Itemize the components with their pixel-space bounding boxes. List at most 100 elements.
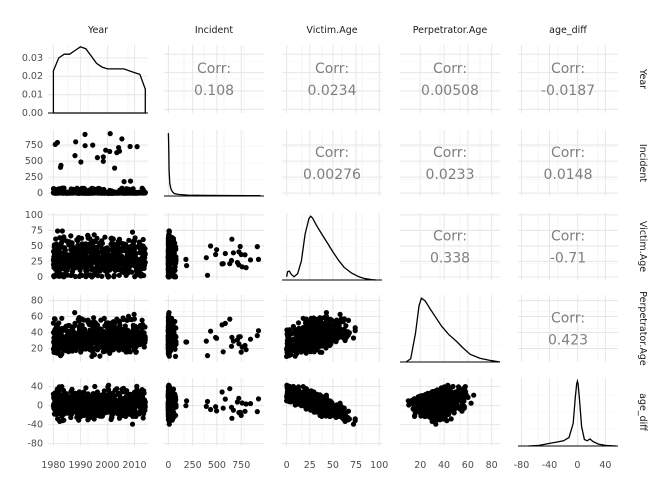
data-point bbox=[131, 311, 137, 317]
data-point bbox=[91, 315, 97, 321]
data-point bbox=[80, 261, 86, 267]
data-point bbox=[56, 320, 62, 326]
data-point bbox=[343, 323, 349, 329]
data-point bbox=[166, 240, 173, 246]
data-point bbox=[325, 323, 331, 329]
data-point bbox=[337, 311, 343, 317]
data-point bbox=[302, 316, 308, 323]
data-point bbox=[127, 143, 133, 150]
data-point bbox=[254, 333, 260, 339]
panel-Incident-age_diff bbox=[518, 130, 618, 196]
data-point bbox=[79, 235, 85, 241]
data-point bbox=[120, 316, 127, 323]
data-point bbox=[108, 235, 114, 242]
data-point bbox=[313, 344, 319, 350]
data-point bbox=[326, 317, 332, 323]
data-point bbox=[133, 268, 139, 274]
data-point bbox=[94, 248, 100, 254]
data-point bbox=[103, 147, 109, 153]
data-point bbox=[172, 257, 179, 263]
data-point bbox=[319, 349, 325, 355]
panel-Year-age_diff bbox=[518, 45, 618, 113]
data-point bbox=[129, 421, 136, 427]
data-point bbox=[141, 344, 147, 350]
data-point bbox=[100, 336, 106, 342]
data-point bbox=[111, 248, 117, 254]
data-point bbox=[126, 237, 132, 243]
data-point bbox=[108, 190, 114, 196]
data-point bbox=[107, 341, 113, 347]
data-point bbox=[166, 339, 173, 345]
data-point bbox=[122, 323, 128, 329]
data-point bbox=[99, 273, 105, 279]
data-point bbox=[107, 259, 113, 265]
data-point bbox=[208, 328, 214, 334]
data-point bbox=[294, 338, 301, 344]
data-point bbox=[79, 333, 86, 339]
data-point bbox=[100, 154, 106, 160]
data-point bbox=[112, 267, 118, 273]
data-point bbox=[87, 249, 93, 255]
data-point bbox=[310, 319, 316, 325]
data-point bbox=[86, 242, 92, 248]
data-point bbox=[119, 136, 125, 142]
data-point bbox=[51, 244, 57, 250]
data-point bbox=[125, 190, 131, 196]
data-point bbox=[334, 317, 340, 323]
data-point bbox=[72, 310, 78, 316]
data-point bbox=[64, 189, 70, 195]
data-point bbox=[350, 335, 357, 341]
data-point bbox=[83, 345, 89, 351]
data-point bbox=[83, 268, 89, 274]
data-point bbox=[129, 269, 135, 275]
panel-age_diff-Incident bbox=[164, 378, 264, 446]
data-point bbox=[113, 261, 119, 267]
data-point bbox=[76, 315, 82, 321]
data-point bbox=[142, 324, 148, 330]
data-point bbox=[141, 335, 147, 341]
data-point bbox=[293, 349, 299, 355]
data-point bbox=[121, 179, 127, 185]
data-point bbox=[70, 250, 76, 256]
data-point bbox=[172, 346, 178, 352]
data-point bbox=[119, 342, 125, 348]
data-point bbox=[341, 316, 347, 322]
data-point bbox=[127, 178, 134, 184]
data-point bbox=[89, 353, 95, 359]
data-point bbox=[213, 251, 219, 258]
data-point bbox=[139, 317, 145, 323]
data-point bbox=[243, 265, 249, 271]
data-point bbox=[222, 250, 228, 257]
data-point bbox=[80, 339, 86, 345]
data-point bbox=[100, 189, 106, 196]
data-point bbox=[82, 131, 88, 137]
data-point bbox=[83, 272, 89, 278]
panel-Perpetrator.Age-age_diff bbox=[518, 295, 618, 362]
data-point bbox=[51, 316, 58, 322]
data-point bbox=[139, 257, 146, 263]
data-point bbox=[173, 244, 179, 250]
data-point bbox=[184, 339, 190, 345]
data-point bbox=[345, 317, 352, 323]
data-point bbox=[203, 338, 209, 344]
data-point bbox=[72, 262, 78, 268]
data-point bbox=[52, 252, 58, 258]
data-point bbox=[247, 257, 254, 263]
scatter-Victim.Age-vs-Year bbox=[50, 228, 148, 280]
data-point bbox=[140, 415, 146, 421]
data-point bbox=[126, 263, 132, 270]
data-point bbox=[127, 255, 134, 261]
data-point bbox=[79, 241, 86, 247]
data-point bbox=[299, 345, 305, 351]
data-point bbox=[142, 250, 148, 256]
data-point bbox=[70, 334, 77, 340]
data-point bbox=[68, 329, 74, 335]
data-point bbox=[75, 190, 81, 196]
panel-Victim.Age-Perpetrator.Age bbox=[400, 213, 500, 280]
data-point bbox=[89, 323, 95, 329]
data-point bbox=[316, 332, 322, 339]
data-point bbox=[183, 256, 189, 262]
data-point bbox=[129, 190, 135, 196]
data-point bbox=[95, 190, 101, 196]
